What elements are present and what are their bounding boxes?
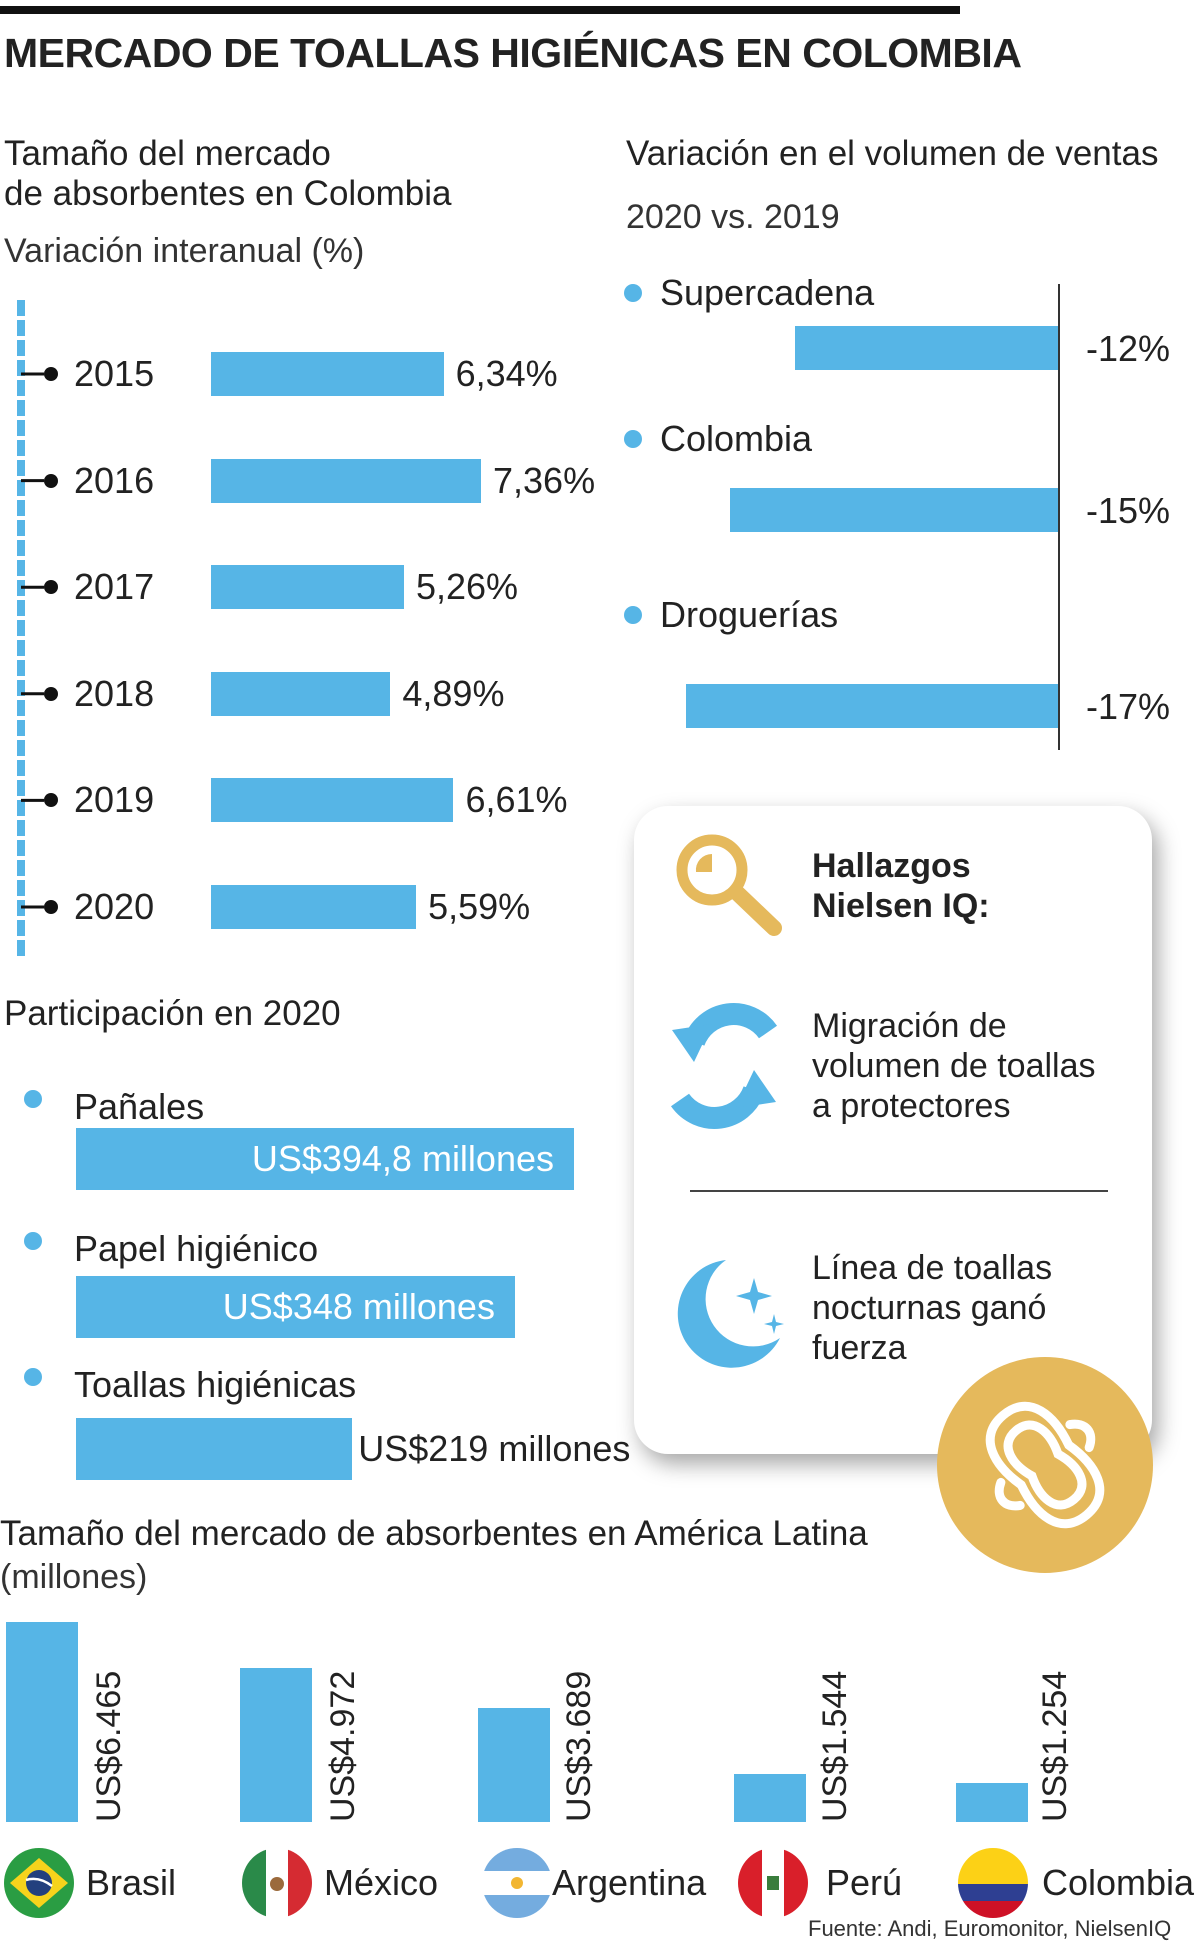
year-label: 2015 xyxy=(74,353,155,394)
share-value-label: US$348 millones xyxy=(222,1286,495,1327)
sales-category-label: Supercadena xyxy=(660,272,875,313)
sales-category-label: Droguerías xyxy=(660,594,839,635)
moon-stars-icon xyxy=(677,1260,784,1368)
share-bar xyxy=(76,1276,515,1338)
magnifier-icon xyxy=(676,834,782,936)
country-name-label: México xyxy=(324,1862,439,1903)
country-value-label: US$1.254 xyxy=(1036,1670,1074,1822)
country-bar xyxy=(240,1668,312,1822)
sales-category-label: Colombia xyxy=(660,418,813,459)
country-value-label: US$3.689 xyxy=(560,1670,598,1822)
top-rule xyxy=(0,6,960,14)
yoy-value-label: 5,26% xyxy=(415,566,519,608)
sales-bar xyxy=(795,326,1058,370)
category-bullet xyxy=(624,284,642,302)
category-bullet xyxy=(24,1090,42,1108)
chart1-subtitle: Variación interanual (%) xyxy=(4,232,365,270)
category-bullet xyxy=(624,430,642,448)
chart3-title: Participación en 2020 xyxy=(4,994,341,1033)
yoy-bar xyxy=(211,778,454,823)
finding-2-text: Línea de toallas nocturnas ganó fuerza xyxy=(812,1249,1053,1367)
country-name-label: Argentina xyxy=(552,1862,707,1903)
source-note: Fuente: Andi, Euromonitor, NielsenIQ xyxy=(808,1916,1172,1941)
chart4-subtitle: (millones) xyxy=(0,1558,148,1596)
year-label: 2016 xyxy=(74,459,155,501)
chart4-title: Tamaño del mercado de absorbentes en Amé… xyxy=(0,1514,868,1553)
country-bar xyxy=(6,1622,78,1822)
share-value-label: US$219 millones xyxy=(358,1428,631,1469)
yoy-bar xyxy=(211,458,481,503)
timeline-dot xyxy=(44,793,58,808)
argentina-flag-icon xyxy=(482,1848,552,1918)
sales-value-label: -12% xyxy=(1086,328,1171,369)
share-value-label: US$394,8 millones xyxy=(251,1138,554,1179)
country-value-label: US$1.544 xyxy=(816,1670,854,1822)
sales-value-label: -15% xyxy=(1086,490,1171,531)
yoy-bar xyxy=(211,352,444,396)
cycle-arrows-icon xyxy=(670,1003,778,1129)
sanitary-pad-icon xyxy=(937,1357,1153,1573)
share-category-label: Papel higiénico xyxy=(74,1228,319,1269)
share-bar xyxy=(76,1128,574,1190)
peru-flag-icon xyxy=(738,1848,808,1918)
chart1-title: Tamaño del mercado de absorbentes en Col… xyxy=(4,134,452,213)
mexico-flag-icon xyxy=(242,1848,312,1918)
yoy-bar xyxy=(211,565,404,610)
yoy-value-label: 6,34% xyxy=(455,353,558,394)
page-title: MERCADO DE TOALLAS HIGIÉNICAS EN COLOMBI… xyxy=(4,30,1022,76)
yoy-value-label: 5,59% xyxy=(428,886,531,927)
brazil-flag-icon xyxy=(4,1848,74,1918)
year-label: 2020 xyxy=(74,886,155,927)
country-value-label: US$4.972 xyxy=(324,1670,362,1822)
yoy-value-label: 7,36% xyxy=(493,459,596,501)
share-category-label: Toallas higiénicas xyxy=(74,1364,357,1405)
year-label: 2018 xyxy=(74,672,155,714)
timeline-axis xyxy=(17,300,44,958)
timeline-dot xyxy=(44,686,58,701)
finding-1-text: Migración de volumen de toallas a protec… xyxy=(812,1007,1096,1125)
chart2-subtitle: 2020 vs. 2019 xyxy=(626,198,840,236)
colombia-flag-icon xyxy=(958,1848,1028,1918)
category-bullet xyxy=(24,1368,42,1386)
country-name-label: Brasil xyxy=(86,1862,177,1903)
yoy-value-label: 6,61% xyxy=(465,779,568,821)
timeline-dot xyxy=(44,367,58,381)
country-name-label: Perú xyxy=(826,1862,903,1903)
share-bar xyxy=(76,1418,353,1480)
chart2-zero-axis xyxy=(1058,284,1060,750)
country-bar xyxy=(478,1707,550,1822)
year-label: 2017 xyxy=(74,566,155,608)
category-bullet xyxy=(624,606,642,624)
yoy-bar xyxy=(211,885,417,929)
country-name-label: Colombia xyxy=(1042,1862,1195,1903)
year-label: 2019 xyxy=(74,779,155,821)
findings-title: Hallazgos Nielsen IQ: xyxy=(812,847,990,925)
sales-value-label: -17% xyxy=(1086,686,1171,727)
timeline-dot xyxy=(44,473,58,488)
timeline-dot xyxy=(44,580,58,595)
share-category-label: Pañales xyxy=(74,1086,205,1127)
sales-bar xyxy=(686,684,1058,728)
country-bar xyxy=(956,1783,1028,1822)
country-value-label: US$6.465 xyxy=(90,1670,128,1822)
findings-divider xyxy=(690,1190,1108,1192)
sales-bar xyxy=(729,488,1058,532)
timeline-dot xyxy=(44,900,58,914)
chart2-title: Variación en el volumen de ventas xyxy=(626,134,1159,173)
yoy-value-label: 4,89% xyxy=(402,672,505,714)
country-bar xyxy=(734,1774,806,1822)
category-bullet xyxy=(24,1232,42,1250)
yoy-bar xyxy=(211,671,391,716)
